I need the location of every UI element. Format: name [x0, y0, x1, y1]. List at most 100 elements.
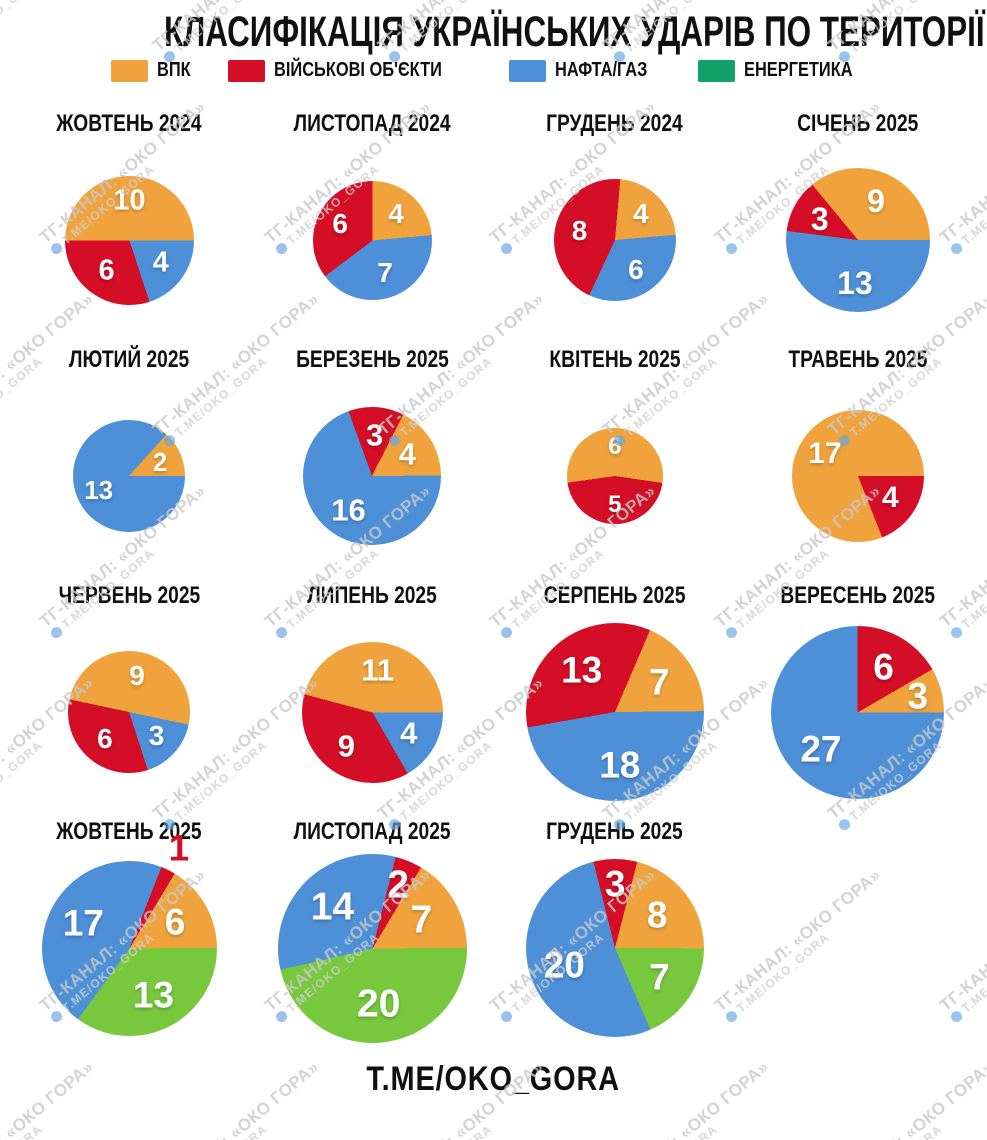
- pie-cell: ВЕРЕСЕНЬ 2025 6 3 27: [736, 578, 979, 814]
- legend: ВПК ВІЙСЬКОВІ ОБ'ЄКТИ НАФТА/ГАЗ ЕНЕРГЕТИКА: [0, 59, 987, 82]
- pie-value-label: 3: [907, 675, 929, 717]
- pie-area: 4 17: [736, 374, 979, 578]
- pie-value-label: 18: [599, 744, 641, 786]
- legend-item: ВПК: [111, 59, 198, 82]
- pie-value-label: 20: [357, 982, 401, 1026]
- pie-value-label: 2: [152, 447, 168, 478]
- pie-month-title-text: ТРАВЕНЬ 2025: [788, 346, 928, 373]
- pie-value-label: 7: [377, 257, 393, 289]
- pie-area: 3 4 16: [251, 374, 494, 578]
- pie-month-title-text: ЛИСТОПАД 2025: [293, 818, 451, 845]
- pie-value-label: 9: [129, 660, 145, 692]
- pie-value-label: 3: [366, 417, 384, 453]
- pie-chart: 13 3 9: [785, 168, 930, 312]
- pie-month-title-text: ЛЮТИЙ 2025: [69, 346, 190, 373]
- pie-chart: 13 7 18: [525, 623, 704, 801]
- pie-month-title: КВІТЕНЬ 2025: [533, 346, 697, 374]
- pie-value-label: 3: [810, 201, 829, 238]
- pie-month-title: ЛЮТИЙ 2025: [54, 346, 204, 374]
- pie-value-label: 4: [882, 481, 899, 515]
- pie-cell: КВІТЕНЬ 2025 6 5: [494, 342, 737, 578]
- pie-month-title: ЧЕРВЕНЬ 2025: [41, 582, 218, 610]
- pie-value-label: 3: [604, 863, 626, 905]
- pie-chart: 14 2 7 20: [277, 853, 467, 1043]
- pie-area: 14 2 7 20: [251, 846, 494, 1050]
- pie-cell: ЛЮТИЙ 2025 2 13: [8, 342, 251, 578]
- header: КЛАСИФІКАЦІЯ УКРАЇНСЬКИХ УДАРІВ ПО ТЕРИТ…: [0, 0, 987, 82]
- pie-value-label: 9: [867, 182, 885, 219]
- pie-month-title-text: ЛИПЕНЬ 2025: [307, 582, 437, 609]
- pie-value-label: 27: [800, 728, 842, 770]
- pie-value-label: 13: [84, 474, 114, 505]
- legend-swatch-icon: [111, 59, 149, 82]
- pie-value-label: 4: [632, 198, 649, 230]
- pie-value-label: 4: [400, 715, 418, 751]
- legend-label: ЕНЕРГЕТИКА: [743, 59, 853, 81]
- pie-month-title: ЖОВТЕНЬ 2024: [38, 110, 220, 138]
- pie-value-label: 13: [561, 649, 603, 691]
- pie-cell: ЛИСТОПАД 2025 14 2 7 20: [251, 814, 494, 1050]
- pie-value-label: 13: [132, 974, 174, 1016]
- pie-value-label: 17: [808, 436, 842, 470]
- pie-month-title-text: БЕРЕЗЕНЬ 2025: [295, 346, 449, 373]
- watermark-line2-text: T.ME/OKO_GORA: [0, 1122, 45, 1140]
- pie-area: 13 7 18: [494, 610, 737, 814]
- pie-chart: 10 4 6: [64, 175, 194, 305]
- pie-value-label: 5: [608, 490, 622, 518]
- pie-chart: 3 8 7 20: [525, 859, 704, 1037]
- pie-value-label: 7: [649, 956, 670, 998]
- pie-area: 2 13: [8, 374, 251, 578]
- pie-month-title-text: ЧЕРВЕНЬ 2025: [58, 582, 201, 609]
- pie-value-label: 20: [543, 944, 585, 986]
- pie-area: 10 4 6: [8, 138, 251, 342]
- pie-value-label: 16: [331, 492, 366, 528]
- pie-month-title: ГРУДЕНЬ 2025: [529, 818, 700, 846]
- pie-chart: 2 13: [73, 420, 186, 532]
- pie-area: 4 6 8: [494, 138, 737, 342]
- pie-value-label: 6: [98, 254, 115, 287]
- pie-chart: 4 17: [791, 410, 924, 542]
- pie-value-label: 10: [113, 184, 146, 217]
- watermark-line2-text: T.ME/OKO_GORA: [847, 1122, 945, 1140]
- pie-month-title-text: ГРУДЕНЬ 2025: [546, 818, 684, 845]
- pie-month-title: ГРУДЕНЬ 2024: [529, 110, 700, 138]
- legend-swatch-icon: [697, 59, 735, 82]
- pie-value-label: 7: [410, 898, 433, 942]
- pie-cell: СЕРПЕНЬ 2025 13 7 18: [494, 578, 737, 814]
- legend-swatch-icon: [228, 59, 266, 82]
- watermark-line2-text: T.ME/OKO_GORA: [397, 1122, 495, 1140]
- pie-month-title: СІЧЕНЬ 2025: [782, 110, 934, 138]
- pie-value-label: 6: [332, 208, 348, 240]
- pie-cell: СІЧЕНЬ 2025 13 3 9: [736, 106, 979, 342]
- pie-value-label: 6: [164, 901, 186, 943]
- pie-area: 6 3 27: [736, 610, 979, 814]
- pie-month-title-text: ГРУДЕНЬ 2024: [546, 110, 684, 137]
- pie-month-title: ВЕРЕСЕНЬ 2025: [761, 582, 954, 610]
- legend-label: ВПК: [157, 59, 191, 81]
- pie-value-label: 6: [873, 646, 894, 688]
- pie-area: 13 3 9: [736, 138, 979, 342]
- watermark-line2-text: T.ME/OKO_GORA: [622, 1122, 720, 1140]
- pie-month-title-text: СЕРПЕНЬ 2025: [543, 582, 686, 609]
- pie-month-title-text: ЖОВТЕНЬ 2025: [56, 818, 203, 845]
- pie-month-title-text: ЛИСТОПАД 2024: [293, 110, 451, 137]
- pie-value-label: 8: [571, 214, 588, 246]
- pie-chart: 3 4 16: [303, 407, 442, 545]
- pie-month-title: СЕРПЕНЬ 2025: [526, 582, 703, 610]
- pie-area: 11 4 9: [251, 610, 494, 814]
- pie-chart-grid: ЖОВТЕНЬ 2024 10 4 6 ЛИСТОПАД 2024 4 7 6 ГРУДЕНЬ …: [0, 106, 987, 1050]
- legend-swatch-icon: [508, 59, 546, 82]
- pie-cell: ЛИСТОПАД 2024 4 7 6: [251, 106, 494, 342]
- pie-value-label: 1: [168, 827, 190, 869]
- pie-area: 3 8 7 20: [494, 846, 737, 1050]
- legend-item: ЕНЕРГЕТИКА: [697, 59, 876, 82]
- pie-month-title-text: СІЧЕНЬ 2025: [797, 110, 919, 137]
- pie-value-label: 11: [361, 652, 395, 688]
- footer-channel-link: T.ME/OKO_GORA: [366, 1060, 621, 1098]
- pie-chart: 17 1 6 13: [41, 829, 217, 1036]
